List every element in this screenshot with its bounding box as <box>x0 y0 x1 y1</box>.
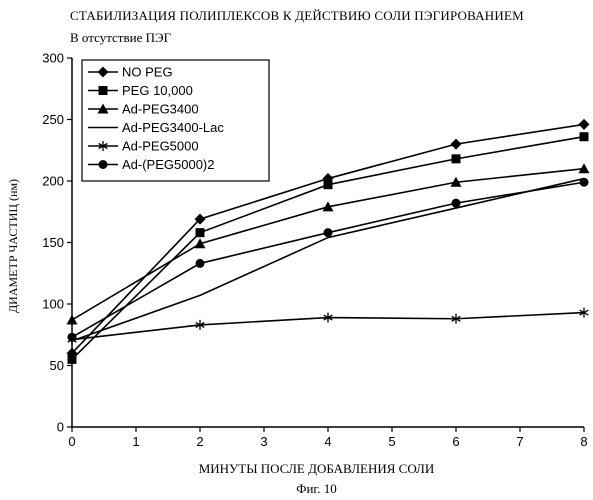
legend-label: NO PEG <box>122 65 173 80</box>
circle-marker <box>99 160 108 169</box>
y-tick-label: 150 <box>42 235 64 250</box>
x-tick-label: 7 <box>516 434 523 449</box>
x-tick-label: 4 <box>324 434 331 449</box>
legend-label: Ad-PEG5000 <box>122 139 199 154</box>
series-line <box>72 169 584 320</box>
circle-marker <box>324 228 333 237</box>
legend-label: PEG 10,000 <box>122 83 193 98</box>
x-tick-label: 0 <box>68 434 75 449</box>
square-marker <box>99 86 108 95</box>
y-tick-label: 50 <box>50 358 64 373</box>
triangle-marker <box>579 163 590 173</box>
legend-label: Ad-PEG3400 <box>122 102 199 117</box>
diamond-marker <box>579 119 590 130</box>
x-axis-label: МИНУТЫ ПОСЛЕ ДОБАВЛЕНИЯ СОЛИ <box>0 461 593 477</box>
x-tick-label: 5 <box>388 434 395 449</box>
x-tick-label: 1 <box>132 434 139 449</box>
circle-marker <box>452 199 461 208</box>
y-tick-label: 300 <box>42 51 64 66</box>
x-tick-label: 8 <box>580 434 587 449</box>
triangle-marker <box>67 314 78 324</box>
square-marker <box>324 180 333 189</box>
square-marker <box>452 154 461 163</box>
y-tick-label: 200 <box>42 174 64 189</box>
y-axis-label: ДИАМЕТР ЧАСТИЦ (нм) <box>6 179 20 313</box>
x-tick-label: 6 <box>452 434 459 449</box>
x-tick-label: 2 <box>196 434 203 449</box>
y-tick-label: 250 <box>42 112 64 127</box>
circle-marker <box>196 259 205 268</box>
square-marker <box>580 132 589 141</box>
square-marker <box>196 228 205 237</box>
series-ad-peg5000 <box>68 308 589 345</box>
circle-marker <box>68 333 77 342</box>
legend-label: Ad-(PEG5000)2 <box>122 157 215 172</box>
figure-caption: Фиг. 10 <box>0 481 593 497</box>
circle-marker <box>580 178 589 187</box>
square-marker <box>68 355 77 364</box>
y-tick-label: 0 <box>57 420 64 435</box>
legend: NO PEG PEG 10,000 Ad-PEG3400 Ad-PEG3400-Lac… <box>82 60 269 181</box>
x-tick-label: 3 <box>260 434 267 449</box>
legend-label: Ad-PEG3400-Lac <box>122 120 224 135</box>
y-tick-label: 100 <box>42 297 64 312</box>
diamond-marker <box>451 139 462 150</box>
